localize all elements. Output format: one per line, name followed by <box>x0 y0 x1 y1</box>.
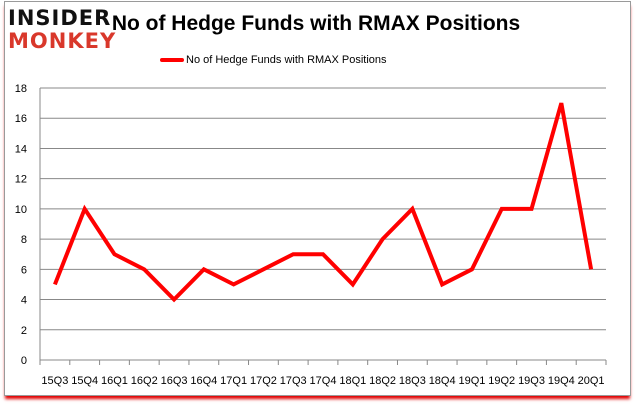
y-tick-label: 8 <box>21 234 27 246</box>
x-tick-label: 19Q4 <box>548 375 575 387</box>
x-tick-label: 16Q4 <box>190 375 217 387</box>
y-tick-label: 0 <box>21 355 27 367</box>
x-tick-label: 20Q1 <box>578 375 605 387</box>
insider-monkey-logo: INSIDER MONKEY <box>8 6 118 54</box>
x-tick-label: 16Q2 <box>131 375 158 387</box>
chart-title: No of Hedge Funds with RMAX Positions <box>111 12 521 35</box>
x-tick-label: 17Q3 <box>280 375 307 387</box>
x-tick-label: 19Q3 <box>518 375 545 387</box>
y-tick-label: 12 <box>15 174 27 186</box>
x-tick-label: 18Q4 <box>429 375 456 387</box>
legend-label: No of Hedge Funds with RMAX Positions <box>186 54 387 66</box>
series-line <box>53 102 594 303</box>
y-tick-label: 18 <box>15 83 27 95</box>
y-tick-label: 2 <box>21 325 27 337</box>
x-tick-label: 16Q1 <box>101 375 128 387</box>
x-tick-label: 19Q2 <box>488 375 515 387</box>
x-tick-label: 16Q3 <box>161 375 188 387</box>
x-tick-label: 15Q4 <box>71 375 98 387</box>
x-tick-label: 15Q3 <box>41 375 68 387</box>
y-tick-label: 14 <box>15 143 27 155</box>
y-tick-label: 10 <box>15 204 27 216</box>
x-tick-label: 17Q2 <box>250 375 277 387</box>
legend-swatch <box>160 58 184 62</box>
y-tick-label: 4 <box>21 295 27 307</box>
y-tick-label: 16 <box>15 113 27 125</box>
logo-line1: INSIDER <box>8 6 112 30</box>
logo-line2: MONKEY <box>8 29 117 53</box>
x-tick-label: 18Q2 <box>369 375 396 387</box>
x-tick-label: 18Q1 <box>339 375 366 387</box>
y-tick-label: 6 <box>21 264 27 276</box>
x-tick-label: 17Q1 <box>220 375 247 387</box>
x-tick-label: 17Q4 <box>310 375 337 387</box>
legend: No of Hedge Funds with RMAX Positions <box>160 54 387 66</box>
x-tick-label: 18Q3 <box>399 375 426 387</box>
x-tick-label: 19Q1 <box>458 375 485 387</box>
